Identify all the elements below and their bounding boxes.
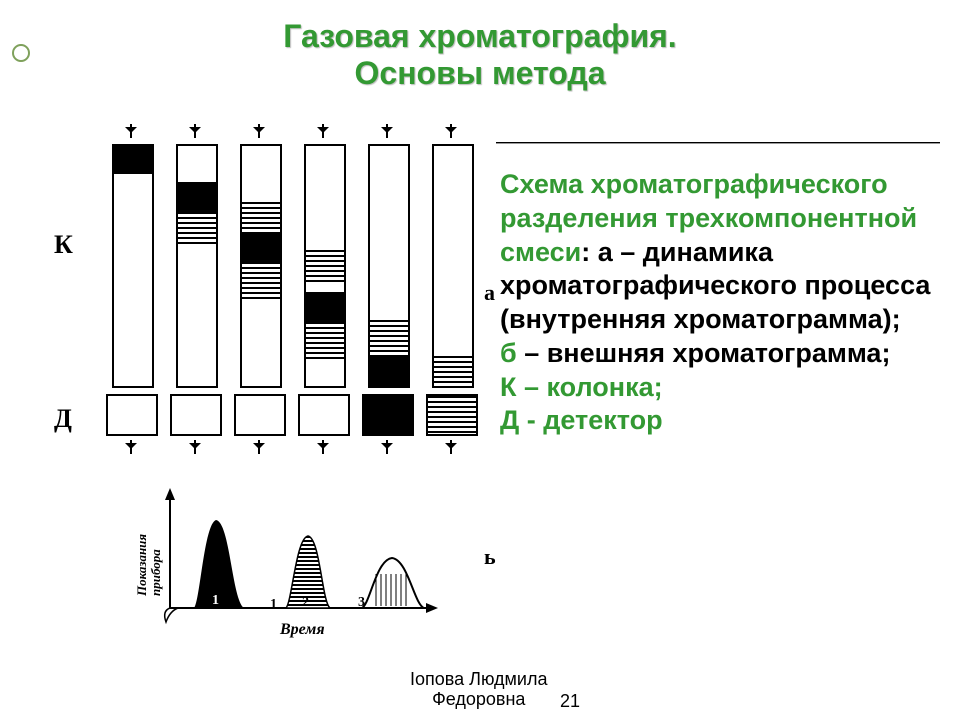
detector-box [234, 394, 286, 436]
title-line-1: Газовая хроматография. [283, 18, 676, 54]
arrow-out [194, 440, 196, 454]
arrow-out [258, 440, 260, 454]
label-a: а [484, 280, 495, 306]
footer-line-2: Федоровна [432, 689, 525, 709]
band-solid [114, 146, 152, 174]
band-solid [306, 292, 344, 322]
svg-text:3: 3 [358, 595, 365, 610]
arrow-out [322, 440, 324, 454]
chrom-column [304, 144, 346, 388]
detector-box [170, 394, 222, 436]
page-number: 21 [560, 691, 580, 712]
svg-text:Время: Время [279, 621, 325, 638]
band-hatched [306, 322, 344, 362]
arrow-out [450, 440, 452, 454]
detector-box [362, 394, 414, 436]
svg-text:Показанияприбора: Показанияприбора [134, 534, 163, 597]
svg-text:1: 1 [270, 597, 277, 612]
desc-highlight-k: К – колонка; [500, 372, 663, 402]
detector-box [298, 394, 350, 436]
band-hatched [370, 320, 408, 356]
arrow-out [386, 440, 388, 454]
footer-line-1: Іопова Людмила [410, 669, 548, 689]
detector-box [106, 394, 158, 436]
desc-highlight-b: б [500, 338, 517, 368]
chromatogram-chart: 1 1 2 3 Время Показанияприбора [128, 488, 446, 642]
description-block: Схема хроматографического разделения тре… [500, 168, 932, 438]
arrow-in [258, 124, 260, 138]
band-hatched [242, 262, 280, 300]
arrow-in [322, 124, 324, 138]
chrom-column [432, 144, 474, 388]
band-hatched [242, 202, 280, 232]
chrom-column [176, 144, 218, 388]
band-solid [370, 356, 408, 386]
arrow-out [130, 440, 132, 454]
chrom-column [240, 144, 282, 388]
arrow-in [194, 124, 196, 138]
title-line-2: Основы метода [355, 55, 606, 91]
chrom-column [368, 144, 410, 388]
svg-text:2: 2 [302, 595, 309, 610]
figure-area: К Д а ь 1123ВремяПоказанияприбора [48, 120, 488, 668]
arrow-in [130, 124, 132, 138]
arrow-in [386, 124, 388, 138]
slide-title: Газовая хроматография. Основы метода [0, 18, 960, 92]
detector-box [426, 394, 478, 436]
detector-fill-solid [364, 396, 412, 434]
band-hatched [178, 212, 216, 246]
chrom-column [112, 144, 154, 388]
band-solid [242, 232, 280, 262]
label-b: ь [484, 544, 496, 570]
divider-main [496, 142, 940, 144]
footer-author: Іопова Людмила Федоровна [410, 670, 548, 710]
desc-plain-2: – внешняя хроматограмма; [517, 338, 891, 368]
detector-fill-hatched [428, 396, 476, 434]
band-hatched [306, 250, 344, 284]
label-K: К [54, 230, 73, 260]
label-D: Д [54, 404, 72, 434]
arrow-in [450, 124, 452, 138]
desc-highlight-d: Д - детектор [500, 405, 663, 435]
band-hatched [434, 356, 472, 386]
band-solid [178, 182, 216, 212]
svg-text:1: 1 [212, 593, 219, 608]
